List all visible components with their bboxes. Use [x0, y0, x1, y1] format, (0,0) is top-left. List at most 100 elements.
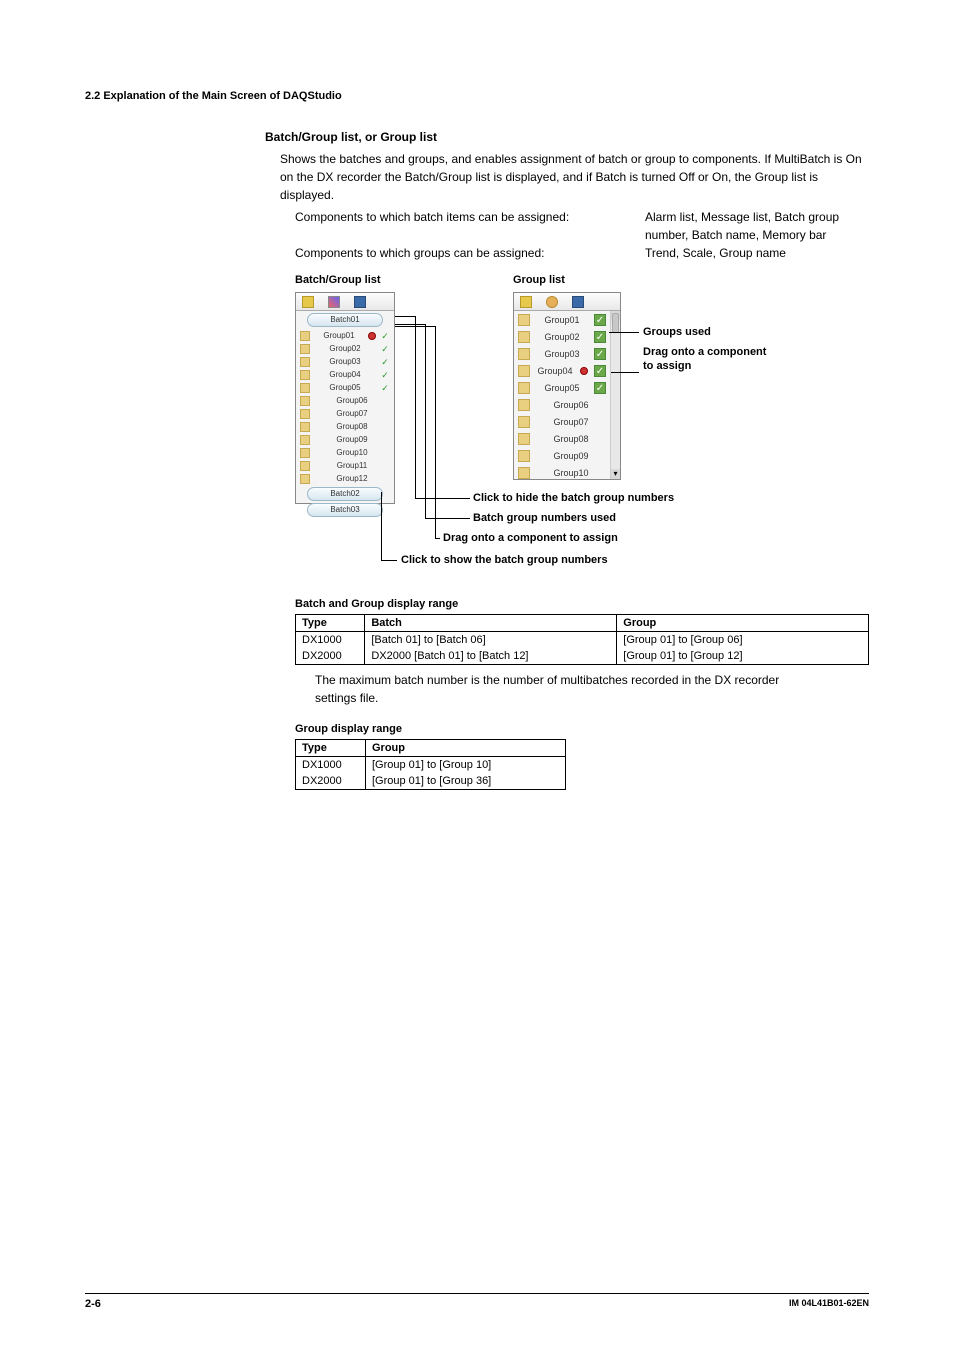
group-icon: [300, 396, 310, 406]
group-list-row[interactable]: Group05 ✓: [514, 379, 610, 396]
group-icon: [300, 448, 310, 458]
batch-group-row[interactable]: Group05 ✓: [296, 381, 394, 394]
group-label: Group03: [536, 349, 588, 359]
table-group-range: Type Group DX1000 [Group 01] to [Group 1…: [295, 739, 566, 790]
check-icon: ✓: [594, 365, 606, 377]
group-label: Group01: [314, 331, 364, 340]
group-label: Group07: [536, 417, 606, 427]
td: DX2000 [Batch 01] to [Batch 12]: [365, 648, 617, 665]
th: Type: [296, 740, 366, 757]
scroll-thumb[interactable]: [612, 313, 619, 333]
scrollbar[interactable]: ▴ ▾: [610, 311, 620, 479]
th: Group: [366, 740, 566, 757]
group-icon: [518, 331, 530, 343]
group-list-row[interactable]: Group06: [514, 396, 610, 413]
group-label: Group10: [536, 468, 606, 478]
batch-group-row[interactable]: Group11: [296, 459, 394, 472]
group-label: Group02: [536, 332, 588, 342]
group-list-row[interactable]: Group04 ✓: [514, 362, 610, 379]
group-label: Group05: [314, 383, 376, 392]
group-list-row[interactable]: Group03✓: [514, 345, 610, 362]
group-icon: [518, 399, 530, 411]
group-icon: [518, 314, 530, 326]
group-label: Group08: [314, 422, 390, 431]
batch-group-row[interactable]: Group03✓: [296, 355, 394, 368]
group-icon: [300, 383, 310, 393]
group-icon: [518, 433, 530, 445]
group-icon: [518, 450, 530, 462]
batch-group-row[interactable]: Group01✓: [296, 329, 394, 342]
td: [Batch 01] to [Batch 06]: [365, 632, 617, 649]
check-icon: ✓: [380, 383, 390, 393]
table-batch-group-range: Type Batch Group DX1000 [Batch 01] to [B…: [295, 614, 869, 665]
batch-group-row[interactable]: Group07: [296, 407, 394, 420]
toolbar-group: [514, 293, 620, 311]
group-icon: [518, 467, 530, 479]
group-list-row[interactable]: Group10: [514, 464, 610, 481]
batch-group-row[interactable]: Group08: [296, 420, 394, 433]
batch-button[interactable]: Batch01: [307, 313, 383, 327]
group-label: Group10: [314, 448, 390, 457]
scroll-down-icon[interactable]: ▾: [611, 469, 620, 479]
td: DX1000: [296, 632, 365, 649]
toolbar-icon[interactable]: [546, 296, 558, 308]
group-label: Group09: [536, 451, 606, 461]
section-header: 2.2 Explanation of the Main Screen of DA…: [85, 90, 869, 102]
group-label: Group05: [536, 383, 588, 393]
callout-groups-used: Groups used: [643, 326, 711, 338]
callout-show: Click to show the batch group numbers: [401, 554, 608, 566]
group-icon: [300, 474, 310, 484]
group-label: Group04: [314, 370, 376, 379]
group-label: Group03: [314, 357, 376, 366]
td: DX2000: [296, 773, 366, 790]
group-icon: [518, 382, 530, 394]
batch-group-row[interactable]: Group12: [296, 472, 394, 485]
table1-note: The maximum batch number is the number o…: [315, 671, 809, 707]
group-label: Group06: [314, 396, 390, 405]
group-icon: [518, 416, 530, 428]
toolbar-icon[interactable]: [328, 296, 340, 308]
batch-button[interactable]: Batch02: [307, 487, 383, 501]
group-list-row[interactable]: Group02✓: [514, 328, 610, 345]
td: DX1000: [296, 757, 366, 774]
table1-heading: Batch and Group display range: [295, 598, 869, 610]
panel-grouplist: Group01✓Group02✓Group03✓Group04✓Group05✓…: [513, 292, 621, 480]
group-icon: [518, 348, 530, 360]
toolbar-icon[interactable]: [302, 296, 314, 308]
page-footer: 2-6 IM 04L41B01-62EN: [85, 1293, 869, 1310]
toolbar-icon[interactable]: [572, 296, 584, 308]
group-label: Group02: [314, 344, 376, 353]
batch-group-row[interactable]: Group02✓: [296, 342, 394, 355]
group-list-row[interactable]: Group09: [514, 447, 610, 464]
th: Group: [617, 615, 869, 632]
subheading-batchgroup: Batch/Group list, or Group list: [265, 130, 869, 144]
toolbar-batch: [296, 293, 394, 311]
check-icon: ✓: [594, 314, 606, 326]
group-icon: [300, 409, 310, 419]
drag-cursor-icon: [368, 332, 376, 340]
batch-group-row[interactable]: Group10: [296, 446, 394, 459]
check-icon: ✓: [594, 382, 606, 394]
group-list-row[interactable]: Group01✓: [514, 311, 610, 328]
toolbar-icon[interactable]: [354, 296, 366, 308]
batch-group-row[interactable]: Group04✓: [296, 368, 394, 381]
group-icon: [300, 370, 310, 380]
callout-drag-r1: Drag onto a component: [643, 346, 766, 358]
td: [Group 01] to [Group 06]: [617, 632, 869, 649]
group-list-row[interactable]: Group07: [514, 413, 610, 430]
batch-group-row[interactable]: Group09: [296, 433, 394, 446]
batch-group-row[interactable]: Group06: [296, 394, 394, 407]
toolbar-icon[interactable]: [520, 296, 532, 308]
group-label: Group12: [314, 474, 390, 483]
group-label: Group09: [314, 435, 390, 444]
callout-hide: Click to hide the batch group numbers: [473, 492, 674, 504]
para-intro: Shows the batches and groups, and enable…: [280, 150, 869, 204]
group-icon: [300, 357, 310, 367]
assign-group-values: Trend, Scale, Group name: [645, 244, 869, 262]
callout-bgn-used: Batch group numbers used: [473, 512, 616, 524]
page-number: 2-6: [85, 1298, 101, 1310]
group-label: Group04: [536, 366, 574, 376]
assign-batch-label: Components to which batch items can be a…: [295, 208, 645, 244]
batch-button[interactable]: Batch03: [307, 503, 383, 517]
group-list-row[interactable]: Group08: [514, 430, 610, 447]
